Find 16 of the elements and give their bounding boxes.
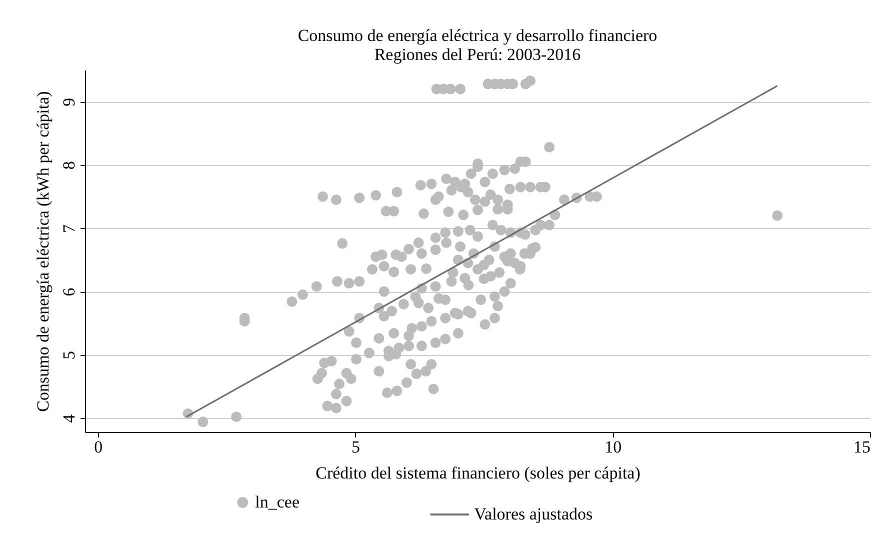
y-tick-label: 6 xyxy=(60,288,78,296)
y-tick-label: 4 xyxy=(60,414,78,423)
y-tick-label: 5 xyxy=(60,351,78,360)
legend-label: ln_cee xyxy=(255,492,300,512)
chart-subtitle: Regiones del Perú: 2003-2016 xyxy=(374,45,581,64)
y-axis-title: Consumo de energía eléctrica (kWh per cápita) xyxy=(34,91,52,412)
y-tick-label: 9 xyxy=(60,98,78,106)
x-tick-label: 5 xyxy=(351,438,360,456)
legend-label: Valores ajustados xyxy=(474,504,593,524)
x-tick-label: 0 xyxy=(94,438,103,456)
y-tick-label: 8 xyxy=(60,161,78,170)
x-axis-title: Crédito del sistema financiero (soles per cápita) xyxy=(316,464,640,482)
x-tick-label: 10 xyxy=(604,438,622,456)
x-tick-label: 15 xyxy=(854,438,870,456)
y-tick-label: 7 xyxy=(60,224,78,233)
chart-title: Consumo de energía eléctrica y desarrollo financiero xyxy=(298,26,658,45)
